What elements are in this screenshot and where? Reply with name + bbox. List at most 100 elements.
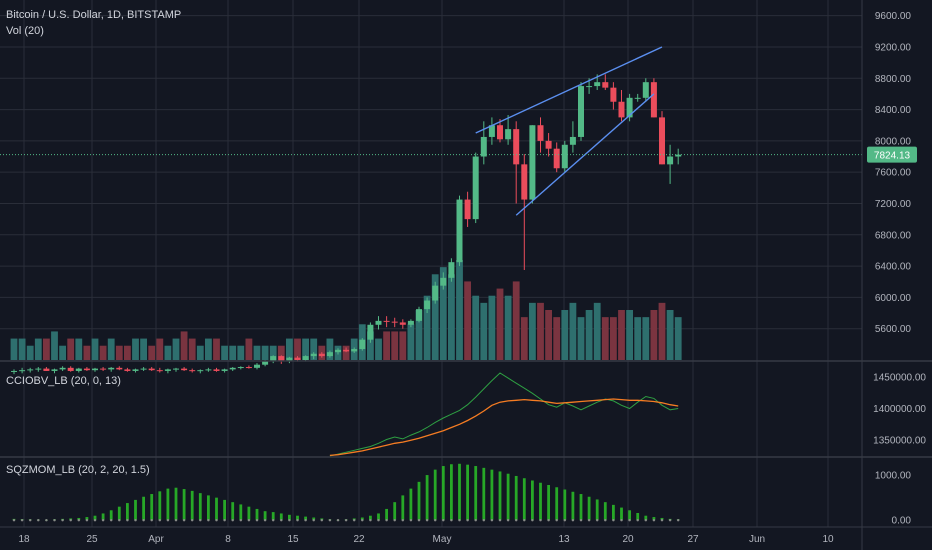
candle-body[interactable] — [270, 356, 277, 361]
candle-body[interactable] — [642, 82, 649, 98]
candle-body[interactable] — [610, 87, 617, 102]
candle-body[interactable] — [432, 285, 439, 301]
candle-body[interactable] — [286, 357, 293, 361]
candle-body[interactable] — [505, 129, 512, 140]
candle-body[interactable] — [237, 367, 244, 369]
candle-body[interactable] — [561, 144, 568, 169]
candle-body[interactable] — [35, 368, 42, 370]
candle-body[interactable] — [407, 320, 414, 325]
candle-body[interactable] — [586, 86, 593, 88]
candle-body[interactable] — [245, 367, 252, 369]
candle-body[interactable] — [278, 356, 285, 361]
candle-body[interactable] — [100, 368, 107, 370]
momentum-bar — [255, 508, 259, 521]
candle-body[interactable] — [399, 322, 406, 325]
candle-body[interactable] — [229, 367, 236, 370]
candle-body[interactable] — [116, 367, 123, 370]
candle-body[interactable] — [294, 357, 301, 360]
candle-body[interactable] — [578, 86, 584, 137]
candle-body[interactable] — [448, 262, 455, 278]
price-axis[interactable]: 9600.00 9200.00 8800.00 8400.00 8000.00 7600.… — [867, 11, 917, 335]
candle-body[interactable] — [27, 369, 34, 371]
candle-body[interactable] — [626, 97, 633, 118]
trendline[interactable] — [475, 46, 663, 134]
candle-body[interactable] — [67, 367, 74, 371]
candle-body[interactable] — [92, 368, 98, 371]
candle-body[interactable] — [310, 353, 317, 357]
candle-body[interactable] — [618, 101, 625, 118]
sqzmom-legend[interactable]: SQZMOM_LB (20, 2, 20, 1.5) — [6, 464, 150, 476]
candle-body[interactable] — [19, 370, 26, 372]
candle-body[interactable] — [75, 368, 82, 371]
candle-body[interactable] — [521, 164, 528, 200]
candle-body[interactable] — [51, 369, 58, 371]
candle-body[interactable] — [335, 349, 341, 353]
candle-body[interactable] — [181, 368, 188, 371]
candle-body[interactable] — [156, 370, 163, 372]
candle-body[interactable] — [675, 154, 682, 157]
candle-body[interactable] — [254, 364, 260, 368]
candle-body[interactable] — [416, 309, 422, 321]
candle-body[interactable] — [189, 370, 196, 372]
candle-body[interactable] — [351, 349, 358, 352]
momentum-bar — [644, 515, 648, 521]
candle-body[interactable] — [302, 356, 309, 360]
candle-body[interactable] — [164, 369, 171, 371]
squeeze-dot — [12, 519, 16, 522]
candle-body[interactable] — [456, 199, 463, 263]
candle-body[interactable] — [148, 368, 155, 371]
cciobv-legend[interactable]: CCIOBV_LB (20, 0, 13) — [6, 375, 121, 387]
candle-body[interactable] — [634, 97, 641, 99]
candle-body[interactable] — [464, 199, 471, 220]
candle-body[interactable] — [11, 370, 17, 372]
candle-body[interactable] — [367, 324, 374, 340]
candle-body[interactable] — [488, 125, 495, 137]
candle-body[interactable] — [140, 368, 147, 370]
candle-body[interactable] — [221, 369, 228, 371]
candle-body[interactable] — [359, 339, 366, 350]
candle-body[interactable] — [213, 369, 220, 371]
candle-body[interactable] — [173, 368, 179, 370]
momentum-bar — [458, 463, 461, 521]
last-price-badge[interactable] — [867, 146, 917, 163]
candle-body[interactable] — [650, 82, 657, 118]
main-chart-legend[interactable]: Bitcoin / U.S. Dollar, 1D, BITSTAMP — [6, 9, 182, 21]
candle-body[interactable] — [383, 320, 390, 322]
candle-body[interactable] — [197, 370, 204, 372]
candle-body[interactable] — [545, 140, 552, 149]
candle-body[interactable] — [537, 125, 544, 141]
candle-body[interactable] — [424, 300, 431, 310]
candle-body[interactable] — [132, 369, 139, 371]
candle-body[interactable] — [529, 125, 536, 200]
candle-body[interactable] — [375, 320, 382, 325]
candle-body[interactable] — [262, 360, 269, 365]
candle-body[interactable] — [59, 367, 66, 370]
candle-body[interactable] — [513, 129, 520, 165]
volume-legend[interactable]: Vol (20) — [6, 25, 44, 37]
candle-body[interactable] — [497, 125, 503, 140]
candle-body[interactable] — [318, 353, 325, 357]
candle-body[interactable] — [472, 156, 479, 220]
candle-body[interactable] — [391, 321, 398, 323]
squeeze-dot — [596, 519, 599, 522]
candle-body[interactable] — [108, 367, 115, 370]
candle-body[interactable] — [602, 82, 609, 88]
candle-body[interactable] — [205, 369, 212, 371]
candle-body[interactable] — [83, 368, 90, 371]
candle-body[interactable] — [440, 277, 447, 286]
time-axis[interactable]: 18 25 Apr 8 15 22 May 13 20 27 Jun 10 — [18, 534, 834, 545]
indicator-axes[interactable]: 1450000.00 1400000.00 1350000.00 1000.00 0.0… — [873, 372, 926, 526]
candle-body[interactable] — [659, 117, 665, 165]
candle-body[interactable] — [569, 136, 576, 145]
candle-body[interactable] — [667, 156, 674, 165]
candle-body[interactable] — [343, 349, 350, 352]
candle-body[interactable] — [124, 369, 131, 371]
squeeze-dot — [652, 519, 656, 522]
candle-body[interactable] — [43, 368, 50, 371]
candle-body[interactable] — [594, 82, 601, 87]
candle-body[interactable] — [553, 148, 560, 169]
candle-body[interactable] — [480, 136, 487, 157]
candle-body[interactable] — [326, 352, 333, 357]
